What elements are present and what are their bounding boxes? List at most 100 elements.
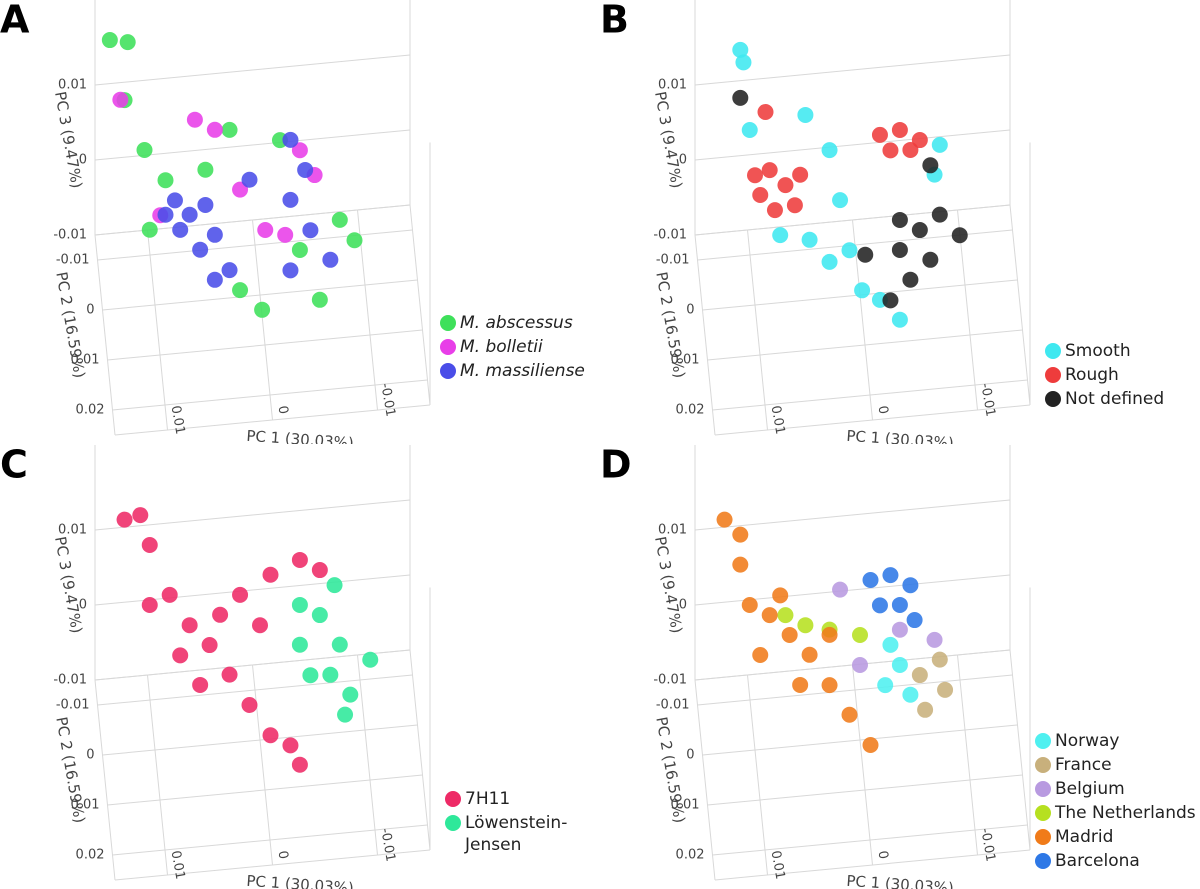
grid-line — [252, 219, 273, 421]
point — [747, 167, 763, 184]
point — [951, 227, 968, 244]
x-axis-title: PC 1 (30.03%) — [246, 427, 354, 444]
point — [857, 246, 874, 263]
point — [926, 631, 943, 648]
legend-swatch — [440, 315, 456, 331]
point — [832, 581, 849, 598]
point — [937, 681, 954, 698]
point — [331, 636, 348, 653]
z-tick-label: -0.01 — [653, 673, 687, 688]
point — [902, 577, 919, 594]
point — [821, 142, 838, 159]
point — [902, 141, 919, 158]
grid-line — [94, 499, 411, 531]
legend-label: Löwenstein-Jensen — [465, 813, 568, 855]
legend-item: M. massiliense — [440, 360, 585, 382]
point — [277, 226, 294, 243]
legend-label: The Netherlands — [1055, 803, 1196, 823]
grid-line — [94, 54, 411, 86]
point — [752, 647, 769, 663]
point — [186, 111, 203, 128]
point — [841, 706, 858, 723]
z-tick-label: 0 — [79, 598, 87, 613]
grid-line — [747, 674, 768, 876]
y-tick-label: 0.01 — [671, 798, 700, 813]
legend-item: Madrid — [1035, 826, 1196, 848]
point — [772, 227, 789, 244]
z-tick-label: -0.01 — [653, 228, 687, 243]
point — [221, 121, 238, 138]
point — [337, 706, 354, 723]
point — [741, 122, 758, 138]
point — [735, 54, 752, 71]
legend-label: M. massiliense — [460, 361, 585, 381]
point — [257, 222, 274, 238]
y-axis-title: PC 2 (16.59%) — [52, 270, 88, 379]
point — [821, 677, 838, 694]
grid-line — [357, 654, 378, 856]
z-tick-label: 0 — [679, 598, 687, 613]
point — [282, 131, 299, 148]
box-edge — [1009, 204, 1031, 406]
point — [882, 292, 899, 309]
point — [232, 282, 249, 299]
panel: -0.01 0 0.01 -0.01 0 0.01 0.02 0.01 0 -0.01 PC 3 (… — [600, 0, 1031, 444]
point — [342, 686, 359, 703]
legend-swatch — [1035, 757, 1051, 773]
point — [192, 676, 209, 693]
legend-label: Barcelona — [1055, 851, 1140, 871]
z-tick-label: -0.01 — [53, 228, 87, 243]
point — [101, 32, 118, 49]
legend-label: 7H11 — [465, 789, 511, 809]
z-tick-label: 0 — [79, 153, 87, 168]
point — [862, 737, 879, 753]
x-tick-label: 0 — [874, 405, 890, 416]
legend-item: Barcelona — [1035, 850, 1196, 872]
point — [291, 596, 308, 613]
legend-item: Not defined — [1045, 388, 1164, 410]
legend-swatch — [445, 791, 461, 807]
legend-swatch — [1045, 391, 1061, 407]
box-edge — [1009, 649, 1031, 851]
y-axis-title: PC 2 (16.59%) — [652, 270, 688, 379]
z-axis-title: PC 3 (9.47%) — [51, 90, 86, 190]
point — [902, 686, 919, 703]
y-tick-label: 0 — [86, 303, 94, 318]
legend-swatch — [1035, 829, 1051, 845]
point — [852, 657, 868, 673]
x-tick-label: 0.01 — [768, 404, 788, 435]
legend-label: Belgium — [1055, 779, 1125, 799]
point — [302, 222, 319, 239]
point — [141, 597, 158, 613]
point — [832, 192, 849, 209]
z-axis-title: PC 3 (9.47%) — [651, 90, 686, 190]
legend-swatch — [1045, 343, 1061, 359]
y-axis-title: PC 2 (16.59%) — [652, 715, 688, 824]
point — [732, 89, 749, 106]
point — [141, 537, 158, 553]
point — [732, 526, 749, 543]
z-tick-label: -0.01 — [53, 673, 87, 688]
point — [931, 206, 948, 223]
grid-line — [147, 674, 168, 876]
point — [752, 187, 769, 203]
point — [346, 232, 363, 249]
legend-item: The Netherlands — [1035, 802, 1196, 824]
box-edge — [94, 679, 116, 881]
point — [821, 253, 838, 270]
legend-label: France — [1055, 755, 1112, 775]
box-edge — [694, 234, 716, 436]
panel-letter: A — [0, 0, 30, 42]
point — [922, 251, 939, 268]
point — [917, 701, 934, 718]
legend-item: M. abscessus — [440, 312, 585, 334]
point — [116, 511, 133, 528]
point — [206, 121, 223, 138]
point — [902, 271, 919, 288]
point — [852, 627, 868, 643]
legend-label: M. abscessus — [460, 313, 573, 333]
point — [172, 221, 189, 238]
x-axis-title: PC 1 (30.03%) — [846, 872, 954, 889]
point — [291, 142, 308, 159]
